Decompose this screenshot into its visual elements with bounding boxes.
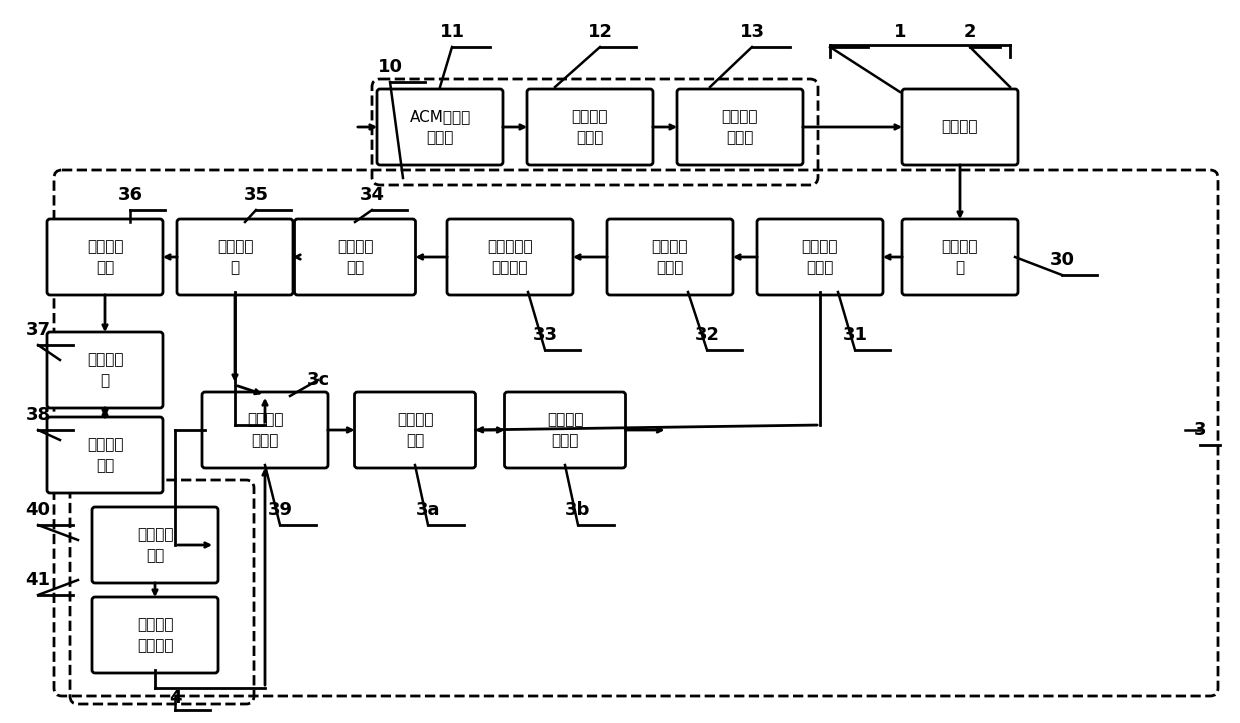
Text: 数字模拟
转换器: 数字模拟 转换器	[722, 109, 758, 145]
FancyBboxPatch shape	[901, 219, 1018, 295]
Text: 数字上变
频模块: 数字上变 频模块	[572, 109, 609, 145]
Text: 里德穆勒
解码模块: 里德穆勒 解码模块	[136, 617, 174, 653]
FancyBboxPatch shape	[608, 219, 733, 295]
Text: 信号转换
器: 信号转换 器	[941, 239, 978, 275]
Text: 细同步模
块: 细同步模 块	[217, 239, 253, 275]
Text: 3b: 3b	[565, 501, 590, 519]
Text: 32: 32	[694, 326, 719, 344]
FancyBboxPatch shape	[527, 89, 653, 165]
FancyBboxPatch shape	[677, 89, 804, 165]
Text: 35: 35	[243, 186, 269, 204]
Text: 12: 12	[588, 23, 613, 41]
Text: 30: 30	[1049, 251, 1075, 269]
Text: 4: 4	[169, 689, 181, 707]
Text: 3: 3	[1194, 421, 1207, 439]
Text: 自动频率
控制器: 自动频率 控制器	[802, 239, 838, 275]
Text: 31: 31	[842, 326, 868, 344]
Text: 39: 39	[268, 501, 293, 519]
Text: 2: 2	[963, 23, 976, 41]
Text: 13: 13	[739, 23, 765, 41]
Text: 信噪比估
计模块: 信噪比估 计模块	[547, 412, 583, 448]
FancyBboxPatch shape	[505, 392, 625, 468]
Text: 符号同步
模块: 符号同步 模块	[337, 239, 373, 275]
Text: 38: 38	[26, 406, 51, 424]
Text: 平方根升余
弦滤波器: 平方根升余 弦滤波器	[487, 239, 533, 275]
Text: 业务功能
链模块: 业务功能 链模块	[247, 412, 283, 448]
Text: 相位恢复
模块: 相位恢复 模块	[136, 527, 174, 563]
FancyBboxPatch shape	[92, 597, 218, 673]
FancyBboxPatch shape	[47, 417, 162, 493]
FancyBboxPatch shape	[47, 219, 162, 295]
Text: 34: 34	[360, 186, 384, 204]
Text: 41: 41	[26, 571, 51, 589]
Text: 频偏估计
模块: 频偏估计 模块	[87, 239, 123, 275]
FancyBboxPatch shape	[377, 89, 503, 165]
Text: 相位同步
模块: 相位同步 模块	[397, 412, 433, 448]
FancyBboxPatch shape	[177, 219, 293, 295]
FancyBboxPatch shape	[355, 392, 475, 468]
Text: 33: 33	[532, 326, 558, 344]
Text: 直接数字
控制器: 直接数字 控制器	[652, 239, 688, 275]
Text: 11: 11	[439, 23, 465, 41]
Text: 1: 1	[894, 23, 906, 41]
Text: 环路滤波
器: 环路滤波 器	[87, 352, 123, 388]
Text: 3a: 3a	[415, 501, 440, 519]
Text: 状态控制
模块: 状态控制 模块	[87, 437, 123, 473]
FancyBboxPatch shape	[92, 507, 218, 583]
FancyBboxPatch shape	[295, 219, 415, 295]
FancyBboxPatch shape	[202, 392, 329, 468]
Text: 37: 37	[26, 321, 51, 339]
Text: 40: 40	[26, 501, 51, 519]
Text: 3c: 3c	[306, 371, 330, 389]
Text: ACM物理组
帧模块: ACM物理组 帧模块	[409, 109, 471, 145]
FancyBboxPatch shape	[901, 89, 1018, 165]
FancyBboxPatch shape	[756, 219, 883, 295]
FancyBboxPatch shape	[47, 332, 162, 408]
FancyBboxPatch shape	[446, 219, 573, 295]
Text: 卫星信道: 卫星信道	[941, 119, 978, 134]
Text: 10: 10	[377, 58, 403, 76]
Text: 36: 36	[118, 186, 143, 204]
